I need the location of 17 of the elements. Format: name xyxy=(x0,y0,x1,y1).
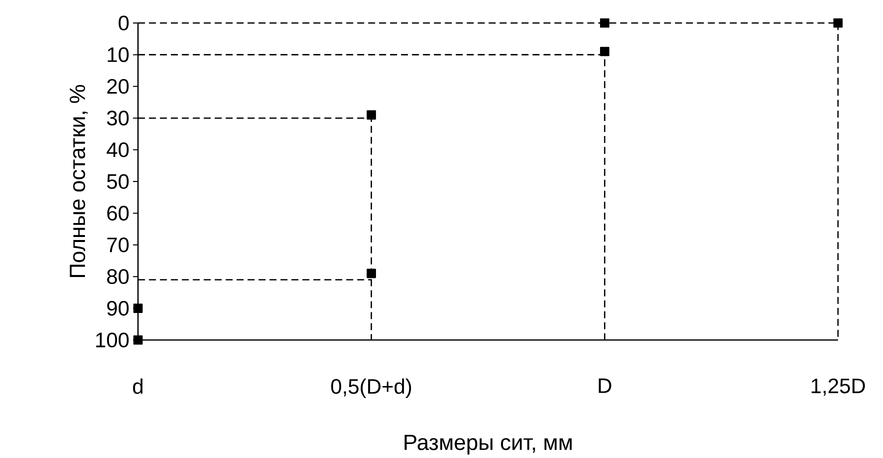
y-tick-label: 70 xyxy=(107,238,129,252)
y-tick-label: 40 xyxy=(106,142,129,158)
y-tick-label: 60 xyxy=(107,206,129,221)
y-tick-label: 50 xyxy=(107,174,129,190)
y-axis-title: Полные остатки, % xyxy=(70,85,88,278)
x-axis-title: Размеры сит, мм xyxy=(404,434,572,455)
x-tick-label: 0,5(D+d) xyxy=(331,378,412,398)
x-tick-label: 1,25D xyxy=(812,378,865,396)
y-tick-label: 90 xyxy=(107,300,129,316)
y-tick-label: 20 xyxy=(107,79,129,94)
y-tick-label: 10 xyxy=(108,47,129,62)
x-tick-label: d xyxy=(133,378,142,394)
y-tick-label: 100 xyxy=(96,332,129,348)
y-tick-label: 30 xyxy=(107,110,129,126)
y-tick-label: 0 xyxy=(118,16,129,31)
x-tick-label: D xyxy=(598,378,612,394)
y-tick-label: 80 xyxy=(107,269,129,284)
